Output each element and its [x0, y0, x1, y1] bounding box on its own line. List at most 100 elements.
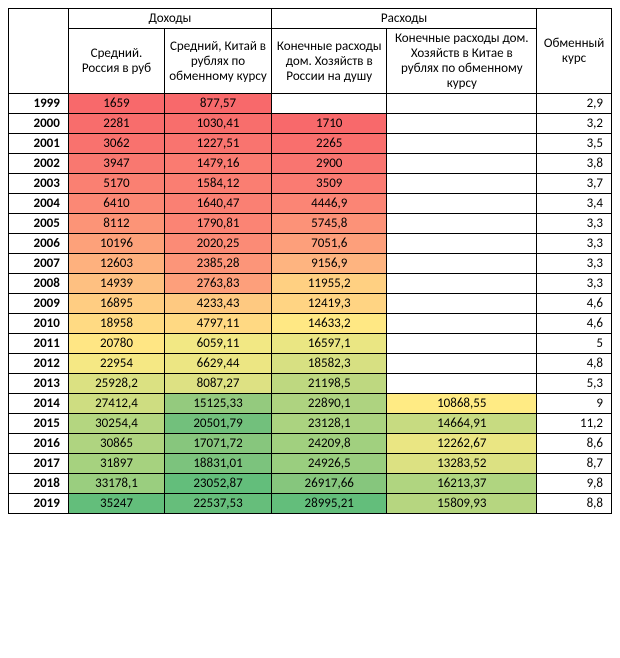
table-row: 200464101640,474446,9 3,4 — [9, 194, 612, 214]
data-cell — [387, 194, 537, 214]
year-cell: 2019 — [9, 494, 69, 514]
data-cell: 14939 — [68, 274, 164, 294]
data-cell: 5745,8 — [271, 214, 386, 234]
year-cell: 2016 — [9, 434, 69, 454]
data-cell: 2763,83 — [165, 274, 272, 294]
data-cell: 4797,11 — [165, 314, 272, 334]
data-cell: 22537,53 — [165, 494, 272, 514]
data-cell — [387, 294, 537, 314]
year-cell: 2000 — [9, 114, 69, 134]
data-cell: 9156,9 — [271, 254, 386, 274]
data-cell — [387, 354, 537, 374]
year-cell: 1999 — [9, 94, 69, 114]
data-cell — [387, 314, 537, 334]
data-cell — [387, 374, 537, 394]
rate-cell: 5 — [537, 334, 612, 354]
table-row: 2008149392763,8311955,23,3 — [9, 274, 612, 294]
data-cell: 12603 — [68, 254, 164, 274]
data-cell: 3947 — [68, 154, 164, 174]
rate-cell: 3,5 — [537, 134, 612, 154]
data-cell: 3062 — [68, 134, 164, 154]
data-cell — [387, 334, 537, 354]
data-cell: 4446,9 — [271, 194, 386, 214]
data-cell: 33178,1 — [68, 474, 164, 494]
data-cell: 24926,5 — [271, 454, 386, 474]
table-row: 201530254,420501,7923128,114664,9111,2 — [9, 414, 612, 434]
rate-cell: 5,3 — [537, 374, 612, 394]
rate-cell: 8,6 — [537, 434, 612, 454]
year-cell: 2002 — [9, 154, 69, 174]
data-cell: 21198,5 — [271, 374, 386, 394]
data-cell: 13283,52 — [387, 454, 537, 474]
data-cell: 30254,4 — [68, 414, 164, 434]
table-row: 200130621227,5122653,5 — [9, 134, 612, 154]
data-cell — [387, 254, 537, 274]
year-cell: 2008 — [9, 274, 69, 294]
data-cell: 6629,44 — [165, 354, 272, 374]
data-cell: 2020,25 — [165, 234, 272, 254]
data-cell: 2900 — [271, 154, 386, 174]
data-cell — [387, 174, 537, 194]
table-row: 201833178,123052,8726917,6616213,379,8 — [9, 474, 612, 494]
table-row: 201325928,28087,2721198,55,3 — [9, 374, 612, 394]
rate-cell: 3,3 — [537, 274, 612, 294]
table-row: 200239471479,1629003,8 — [9, 154, 612, 174]
data-cell: 18831,01 — [165, 454, 272, 474]
data-cell — [387, 274, 537, 294]
rate-cell: 2,9 — [537, 94, 612, 114]
data-cell: 12262,67 — [387, 434, 537, 454]
data-cell: 6410 — [68, 194, 164, 214]
year-cell: 2009 — [9, 294, 69, 314]
rate-cell: 8,7 — [537, 454, 612, 474]
data-cell: 24209,8 — [271, 434, 386, 454]
header-col3: Конечные расходы дом. Хозяйств в России … — [271, 29, 386, 94]
data-cell: 16895 — [68, 294, 164, 314]
rate-cell: 3,7 — [537, 174, 612, 194]
data-cell: 2265 — [271, 134, 386, 154]
year-cell: 2001 — [9, 134, 69, 154]
table-body: 19991659877,572,9200022811030,4117103,22… — [9, 94, 612, 514]
year-cell: 2004 — [9, 194, 69, 214]
data-cell: 18582,3 — [271, 354, 386, 374]
data-table: Доходы Расходы Обменный курс Средний. Ро… — [8, 8, 612, 514]
header-rate: Обменный курс — [537, 9, 612, 94]
rate-cell: 3,3 — [537, 214, 612, 234]
data-cell: 1659 — [68, 94, 164, 114]
data-cell: 2281 — [68, 114, 164, 134]
data-cell: 877,57 — [165, 94, 272, 114]
data-cell: 15809,93 — [387, 494, 537, 514]
data-cell: 14664,91 — [387, 414, 537, 434]
table-row: 2012229546629,4418582,34,8 — [9, 354, 612, 374]
rate-cell: 3,4 — [537, 194, 612, 214]
data-cell: 12419,3 — [271, 294, 386, 314]
table-row: 2011207806059,1116597,15 — [9, 334, 612, 354]
data-cell: 22954 — [68, 354, 164, 374]
rate-cell: 9,8 — [537, 474, 612, 494]
data-cell: 10868,55 — [387, 394, 537, 414]
header-year — [9, 9, 69, 94]
data-cell: 31897 — [68, 454, 164, 474]
data-cell — [387, 214, 537, 234]
data-cell — [387, 154, 537, 174]
header-col2: Средний, Китай в рублях по обменному кур… — [165, 29, 272, 94]
table-row: 20173189718831,0124926,513283,528,7 — [9, 454, 612, 474]
year-cell: 2013 — [9, 374, 69, 394]
data-cell: 1640,47 — [165, 194, 272, 214]
year-cell: 2017 — [9, 454, 69, 474]
table-row: 20193524722537,5328995,2115809,938,8 — [9, 494, 612, 514]
table-row: 19991659877,57 2,9 — [9, 94, 612, 114]
year-cell: 2018 — [9, 474, 69, 494]
rate-cell: 8,8 — [537, 494, 612, 514]
data-cell: 23052,87 — [165, 474, 272, 494]
data-cell: 35247 — [68, 494, 164, 514]
data-cell: 5170 — [68, 174, 164, 194]
table-header: Доходы Расходы Обменный курс Средний. Ро… — [9, 9, 612, 94]
header-col4: Конечные расходы дом. Хозяйств в Китае в… — [387, 29, 537, 94]
rate-cell: 3,3 — [537, 254, 612, 274]
year-cell: 2007 — [9, 254, 69, 274]
rate-cell: 4,8 — [537, 354, 612, 374]
data-cell — [387, 114, 537, 134]
rate-cell: 9 — [537, 394, 612, 414]
data-cell: 28995,21 — [271, 494, 386, 514]
rate-cell: 3,2 — [537, 114, 612, 134]
